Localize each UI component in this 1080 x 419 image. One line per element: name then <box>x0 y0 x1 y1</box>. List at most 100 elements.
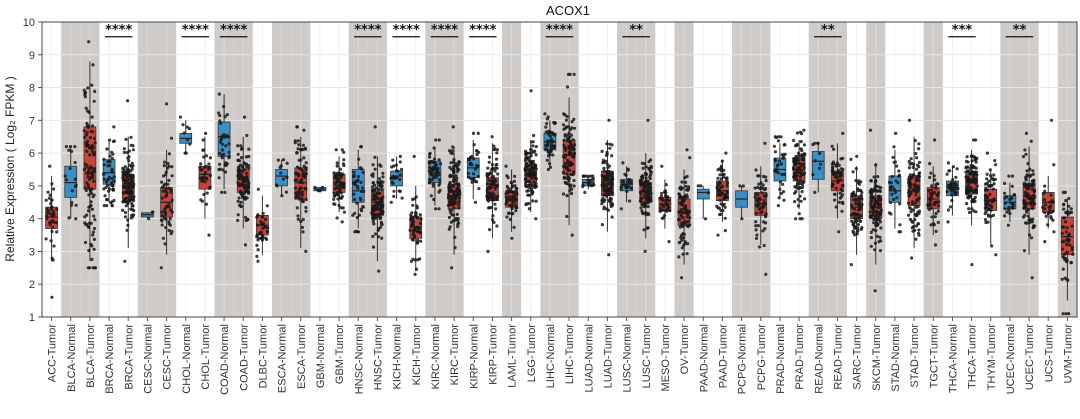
point-esca-tumor <box>304 249 308 253</box>
point-hnsc-normal <box>355 184 360 188</box>
point-luad-tumor <box>601 161 605 165</box>
point-thca-normal <box>950 198 954 203</box>
point-kirc-normal <box>428 181 432 185</box>
point-lusc-tumor <box>642 189 646 193</box>
point-ov-tumor <box>685 188 689 192</box>
point-cesc-tumor <box>168 223 172 227</box>
point-blca-tumor <box>88 188 92 192</box>
point-paad-normal <box>696 184 700 188</box>
point-ucec-tumor <box>1026 193 1030 197</box>
point-tgct-tumor <box>933 138 937 142</box>
point-brca-tumor <box>131 204 135 208</box>
point-read-tumor <box>830 169 835 173</box>
point-tgct-tumor <box>934 211 938 216</box>
point-prad-tumor <box>799 132 804 136</box>
point-prad-tumor <box>799 199 803 203</box>
point-ucec-tumor <box>1030 236 1034 240</box>
point-coad-normal <box>222 152 226 156</box>
point-dlbc-tumor <box>266 226 270 230</box>
point-stad-tumor <box>917 147 921 151</box>
point-thca-tumor <box>967 194 971 198</box>
point-hnsc-tumor <box>376 196 380 200</box>
point-lihc-tumor <box>562 164 566 168</box>
point-dlbc-tumor <box>263 217 268 222</box>
point-lihc-tumor <box>563 180 567 184</box>
point-kirc-normal <box>430 160 434 164</box>
point-pcpg-tumor <box>762 204 766 208</box>
point-blca-normal <box>68 166 72 171</box>
point-pcpg-tumor <box>757 202 761 206</box>
point-kirc-tumor <box>449 211 453 215</box>
point-kirc-normal <box>428 177 432 181</box>
point-laml-tumor <box>510 181 514 185</box>
point-coad-tumor <box>237 184 241 188</box>
x-tick-label-meso-tumor: MESO-Tumor <box>660 324 672 392</box>
point-hnsc-tumor <box>376 180 380 184</box>
point-chol-normal <box>185 138 189 142</box>
point-read-normal <box>818 162 823 166</box>
point-acc-tumor <box>46 190 50 194</box>
point-lihc-tumor <box>563 161 568 166</box>
point-brca-tumor <box>126 223 130 227</box>
point-hnsc-normal <box>356 175 360 179</box>
point-lusc-tumor <box>642 186 646 190</box>
point-prad-normal <box>778 187 782 191</box>
point-blca-normal <box>73 145 77 149</box>
point-thca-tumor <box>969 180 974 184</box>
point-coad-normal <box>225 113 229 117</box>
point-ov-tumor <box>686 242 690 246</box>
point-esca-tumor <box>304 206 308 210</box>
point-paad-tumor <box>722 197 726 201</box>
point-lihc-tumor <box>570 126 574 130</box>
point-laml-tumor <box>512 225 516 229</box>
point-brca-tumor <box>123 197 127 201</box>
point-stad-tumor <box>910 201 915 206</box>
point-lihc-tumor <box>562 112 566 116</box>
point-lihc-normal <box>549 149 553 154</box>
x-tick-label-ucec-normal: UCEC-Normal <box>1005 324 1017 394</box>
point-coad-tumor <box>236 144 240 148</box>
point-prad-normal <box>782 143 786 147</box>
point-brca-normal <box>101 172 106 176</box>
point-lihc-normal <box>546 115 550 119</box>
point-esca-tumor <box>301 230 305 234</box>
point-gbm-tumor <box>333 183 338 187</box>
point-kirc-tumor <box>447 193 451 197</box>
point-kirc-normal <box>432 197 436 202</box>
point-brca-tumor <box>130 197 134 202</box>
point-prad-tumor <box>802 165 806 170</box>
point-pcpg-tumor <box>757 182 761 186</box>
point-pcpg-tumor <box>761 174 766 178</box>
point-coad-tumor <box>246 180 251 184</box>
point-lihc-tumor <box>570 120 574 124</box>
point-paad-tumor <box>719 177 723 181</box>
point-thym-tumor <box>991 213 996 217</box>
point-dlbc-tumor <box>259 219 263 224</box>
point-hnsc-tumor <box>379 207 383 211</box>
point-pcpg-tumor <box>759 181 763 185</box>
point-acc-tumor <box>51 212 55 216</box>
point-stad-tumor <box>909 207 913 211</box>
point-pcpg-tumor <box>756 224 761 228</box>
point-read-normal <box>813 141 817 145</box>
point-cesc-tumor <box>160 196 164 200</box>
point-esca-tumor <box>296 217 300 221</box>
point-stad-normal <box>898 202 902 206</box>
point-prad-normal <box>777 196 781 200</box>
point-thca-tumor <box>971 178 975 182</box>
point-laml-tumor <box>514 199 518 203</box>
point-tgct-tumor <box>930 215 934 219</box>
point-skcm-tumor <box>871 228 875 232</box>
point-coad-tumor <box>236 181 240 185</box>
point-kirp-tumor <box>490 163 494 167</box>
point-uvm-tumor <box>1064 312 1068 316</box>
point-kirp-tumor <box>496 172 500 176</box>
point-coad-normal <box>220 190 224 194</box>
point-hnsc-normal <box>357 157 361 161</box>
point-prad-tumor <box>799 147 803 151</box>
point-acc-tumor <box>50 198 54 202</box>
point-ov-tumor <box>681 216 685 220</box>
point-ov-tumor <box>685 193 689 197</box>
point-blca-tumor <box>82 129 86 133</box>
point-pcpg-tumor <box>761 183 765 187</box>
